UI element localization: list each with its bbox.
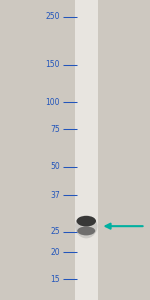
Text: 250: 250: [45, 13, 60, 22]
Ellipse shape: [76, 216, 96, 226]
Text: 20: 20: [50, 248, 60, 257]
Text: 25: 25: [50, 227, 60, 236]
Bar: [75, 0, 98, 300]
Text: 50: 50: [50, 163, 60, 172]
Ellipse shape: [77, 226, 95, 236]
Text: 150: 150: [45, 60, 60, 69]
Text: 37: 37: [50, 190, 60, 200]
Text: 15: 15: [50, 275, 60, 284]
Text: 100: 100: [45, 98, 60, 107]
Ellipse shape: [75, 215, 98, 238]
Text: 75: 75: [50, 125, 60, 134]
